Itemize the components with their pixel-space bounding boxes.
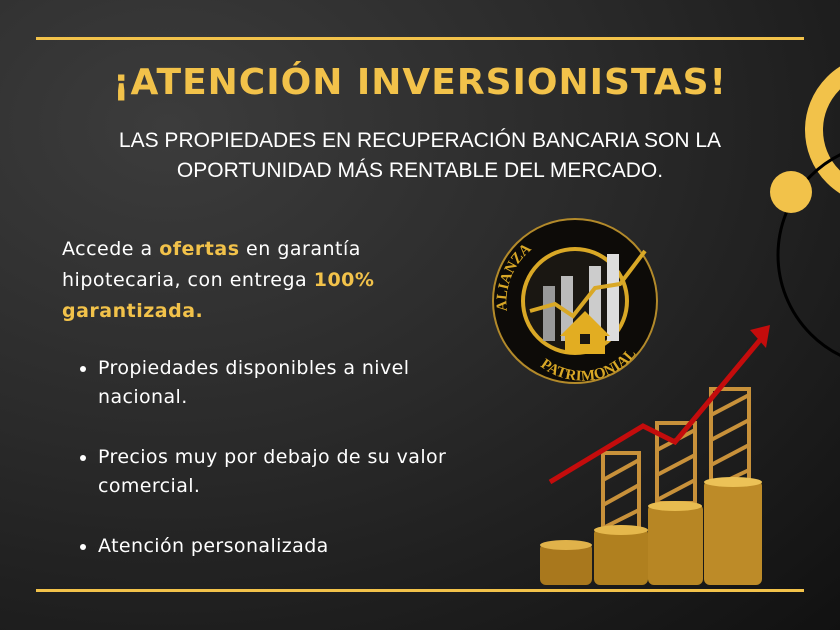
top-rule [36, 37, 804, 40]
coin-stacks [540, 477, 762, 585]
highlight-ofertas: ofertas [159, 238, 240, 260]
intro-text: Accede a ofertas en garantía hipotecaria… [62, 234, 462, 327]
gold-dot [770, 171, 812, 213]
gold-ring [805, 66, 840, 194]
intro-text-1: Accede a [62, 238, 160, 260]
list-item: Atención personalizada [80, 532, 470, 561]
page-title: ¡ATENCIÓN INVERSIONISTAS! [113, 62, 727, 103]
benefits-list: Propiedades disponibles a nivel nacional… [80, 354, 470, 592]
list-item: Precios muy por debajo de su valor comer… [80, 443, 470, 501]
black-ring [776, 153, 840, 357]
red-arrow [548, 338, 762, 485]
arrow-head-icon [750, 325, 770, 348]
intro-text-2: en garantía hipotecaria, con entrega [62, 238, 361, 291]
highlight-garantizada: 100% garantizada. [62, 269, 375, 322]
list-item: Propiedades disponibles a nivel nacional… [80, 354, 470, 412]
growth-illustration [540, 325, 770, 585]
hatched-bars [601, 387, 751, 530]
alianza-patrimonial-logo: ALIANZA PATRIMONIAL [492, 218, 658, 385]
bottom-rule [36, 589, 804, 592]
subtitle: LAS PROPIEDADES EN RECUPERACIÓN BANCARIA… [118, 129, 722, 182]
